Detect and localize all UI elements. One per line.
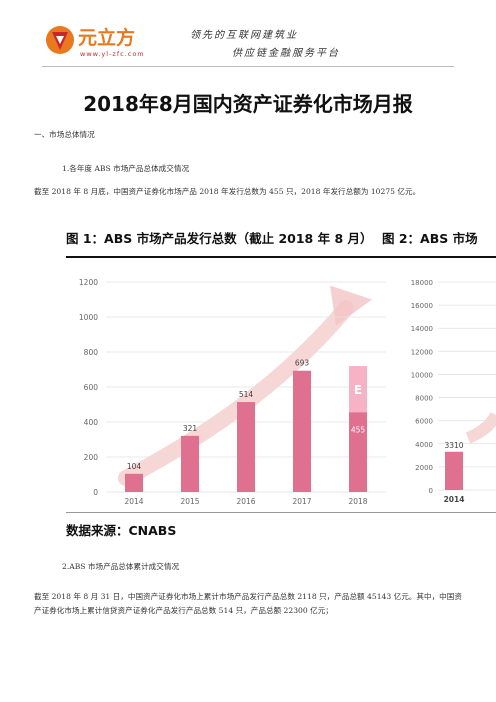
data-label: 693 — [295, 359, 310, 368]
x-tick-label: 2018 — [348, 497, 367, 506]
slogan-line1: 领先的互联网建筑业 — [190, 30, 298, 41]
paragraph-1: 截至 2018 年 8 月底，中国资产证券化市场产品 2018 年发行总数为 4… — [34, 187, 421, 196]
data-label: 3310 — [444, 441, 463, 450]
slogan-line2: 供应链金融服务平台 — [232, 48, 340, 59]
bar — [181, 435, 199, 492]
chart-issuance-count: 0 200 400 600 800 1000 1200 104 2014 321 2015 514 20… — [79, 278, 386, 506]
data-label: 514 — [239, 390, 254, 399]
brand-url: www.yl-zfc.com — [80, 50, 145, 58]
bar — [125, 473, 143, 492]
y-tick-label: 12000 — [411, 348, 433, 356]
figure2-title: 图 2：ABS 市场 — [382, 231, 478, 246]
trend-arrowhead-icon — [330, 285, 372, 326]
data-label: 104 — [127, 462, 142, 471]
y-tick-label: 800 — [84, 348, 99, 357]
y-tick-label: 14000 — [411, 325, 433, 333]
subsection-heading-2: 2.ABS 市场产品总体累计成交情况 — [62, 562, 180, 571]
figure-bottom-rule — [66, 512, 496, 513]
y-tick-label: 8000 — [415, 395, 433, 403]
trend-arrow-icon — [118, 300, 354, 486]
data-label: 455 — [351, 425, 366, 434]
page-title: 2018年8月国内资产证券化市场月报 — [83, 92, 413, 116]
y-tick-label: 1200 — [79, 278, 98, 287]
x-tick-label: 2015 — [180, 497, 199, 506]
x-tick-label: 2017 — [292, 497, 311, 506]
y-tick-label: 2000 — [415, 464, 433, 472]
chart-issuance-amount: 0 2000 4000 6000 8000 10000 12000 14000 16000 180… — [411, 279, 496, 504]
brand-logo: 元立方 www.yl-zfc.com — [46, 26, 145, 58]
y-tick-label: 4000 — [415, 441, 433, 449]
y-tick-label: 16000 — [411, 302, 433, 310]
y-tick-label: 18000 — [411, 279, 433, 287]
subsection-heading-1: 1.各年度 ABS 市场产品总体成交情况 — [62, 164, 190, 173]
section-heading: 一、市场总体情况 — [34, 130, 95, 139]
figure-panel: 图 1：ABS 市场产品发行总数（截止 2018 年 8 月） 图 2：ABS … — [66, 224, 496, 544]
paragraph-2: 截至 2018 年 8 月 31 日，中国资产证券化市场上累计市场产品发行产品总… — [34, 592, 462, 615]
y-tick-label: 200 — [84, 453, 99, 462]
brand-name: 元立方 — [78, 26, 135, 49]
data-source: 数据来源：CNABS — [66, 523, 177, 538]
y-tick-label: 10000 — [411, 371, 433, 379]
logo-mark-icon — [46, 26, 74, 54]
bar — [349, 412, 367, 492]
figure-title-rule — [66, 256, 496, 258]
x-tick-label: 2014 — [444, 495, 465, 504]
bar — [445, 451, 463, 490]
x-tick-label: 2016 — [236, 497, 255, 506]
trend-arrow-icon — [465, 411, 496, 444]
y-tick-label: 6000 — [415, 418, 433, 426]
header-divider — [42, 66, 454, 67]
y-tick-label: 1000 — [79, 313, 98, 322]
y-tick-label: 400 — [84, 418, 99, 427]
y-tick-label: 0 — [93, 488, 98, 497]
estimate-label: E — [354, 383, 362, 397]
x-tick-label: 2014 — [124, 497, 143, 506]
data-label: 321 — [183, 424, 198, 433]
y-tick-label: 600 — [84, 383, 99, 392]
bar — [293, 370, 311, 492]
y-tick-label: 0 — [429, 487, 433, 495]
figure1-title: 图 1：ABS 市场产品发行总数（截止 2018 年 8 月） — [66, 231, 373, 246]
bar — [237, 402, 255, 492]
